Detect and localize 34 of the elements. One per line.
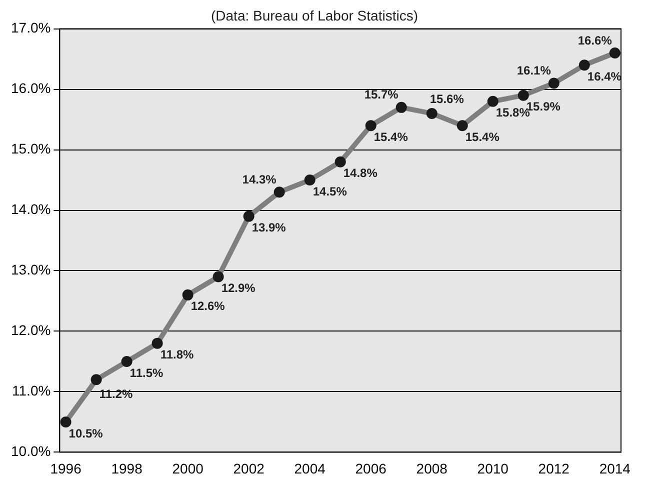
x-tick-label: 2002 [233, 460, 265, 476]
data-label: 16.6% [578, 33, 612, 48]
x-tick-label: 2014 [599, 460, 631, 476]
data-label: 11.8% [160, 348, 194, 362]
x-tick-label: 2000 [172, 460, 204, 476]
x-tick-label: 2006 [355, 460, 387, 476]
data-label: 12.6% [190, 299, 226, 314]
data-label: 15.4% [465, 130, 500, 144]
chart-subtitle: (Data: Bureau of Labor Statistics) [211, 7, 418, 24]
data-label: 13.9% [252, 220, 286, 235]
x-tick-label: 2012 [538, 460, 570, 476]
data-label: 15.4% [374, 130, 408, 144]
data-label: 15.7% [364, 88, 399, 102]
y-tick-label: 17.0% [10, 20, 51, 36]
x-tick-label: 1996 [50, 460, 82, 476]
y-tick-label: 15.0% [10, 140, 51, 157]
x-tick-label: 2004 [294, 460, 326, 476]
data-label: 14.3% [242, 172, 277, 186]
x-tick-label: 2008 [416, 460, 448, 476]
data-label: 14.8% [343, 166, 378, 180]
y-tick-label: 16.0% [10, 80, 51, 96]
y-tick-label: 14.0% [10, 201, 51, 218]
x-tick-label: 1998 [111, 460, 143, 476]
y-tick-label: 11.0% [12, 382, 51, 399]
data-label: 12.9% [221, 281, 256, 296]
data-label: 15.6% [430, 92, 464, 106]
data-label: 10.5% [68, 426, 104, 440]
x-tick-label: 2010 [477, 460, 509, 476]
y-tick-label: 12.0% [10, 322, 51, 338]
data-label: 14.5% [312, 184, 348, 198]
data-label: 11.5% [130, 366, 164, 380]
y-tick-label: 10.0% [10, 443, 51, 460]
data-label: 16.1% [516, 64, 552, 78]
y-tick-label: 13.0% [10, 262, 51, 278]
